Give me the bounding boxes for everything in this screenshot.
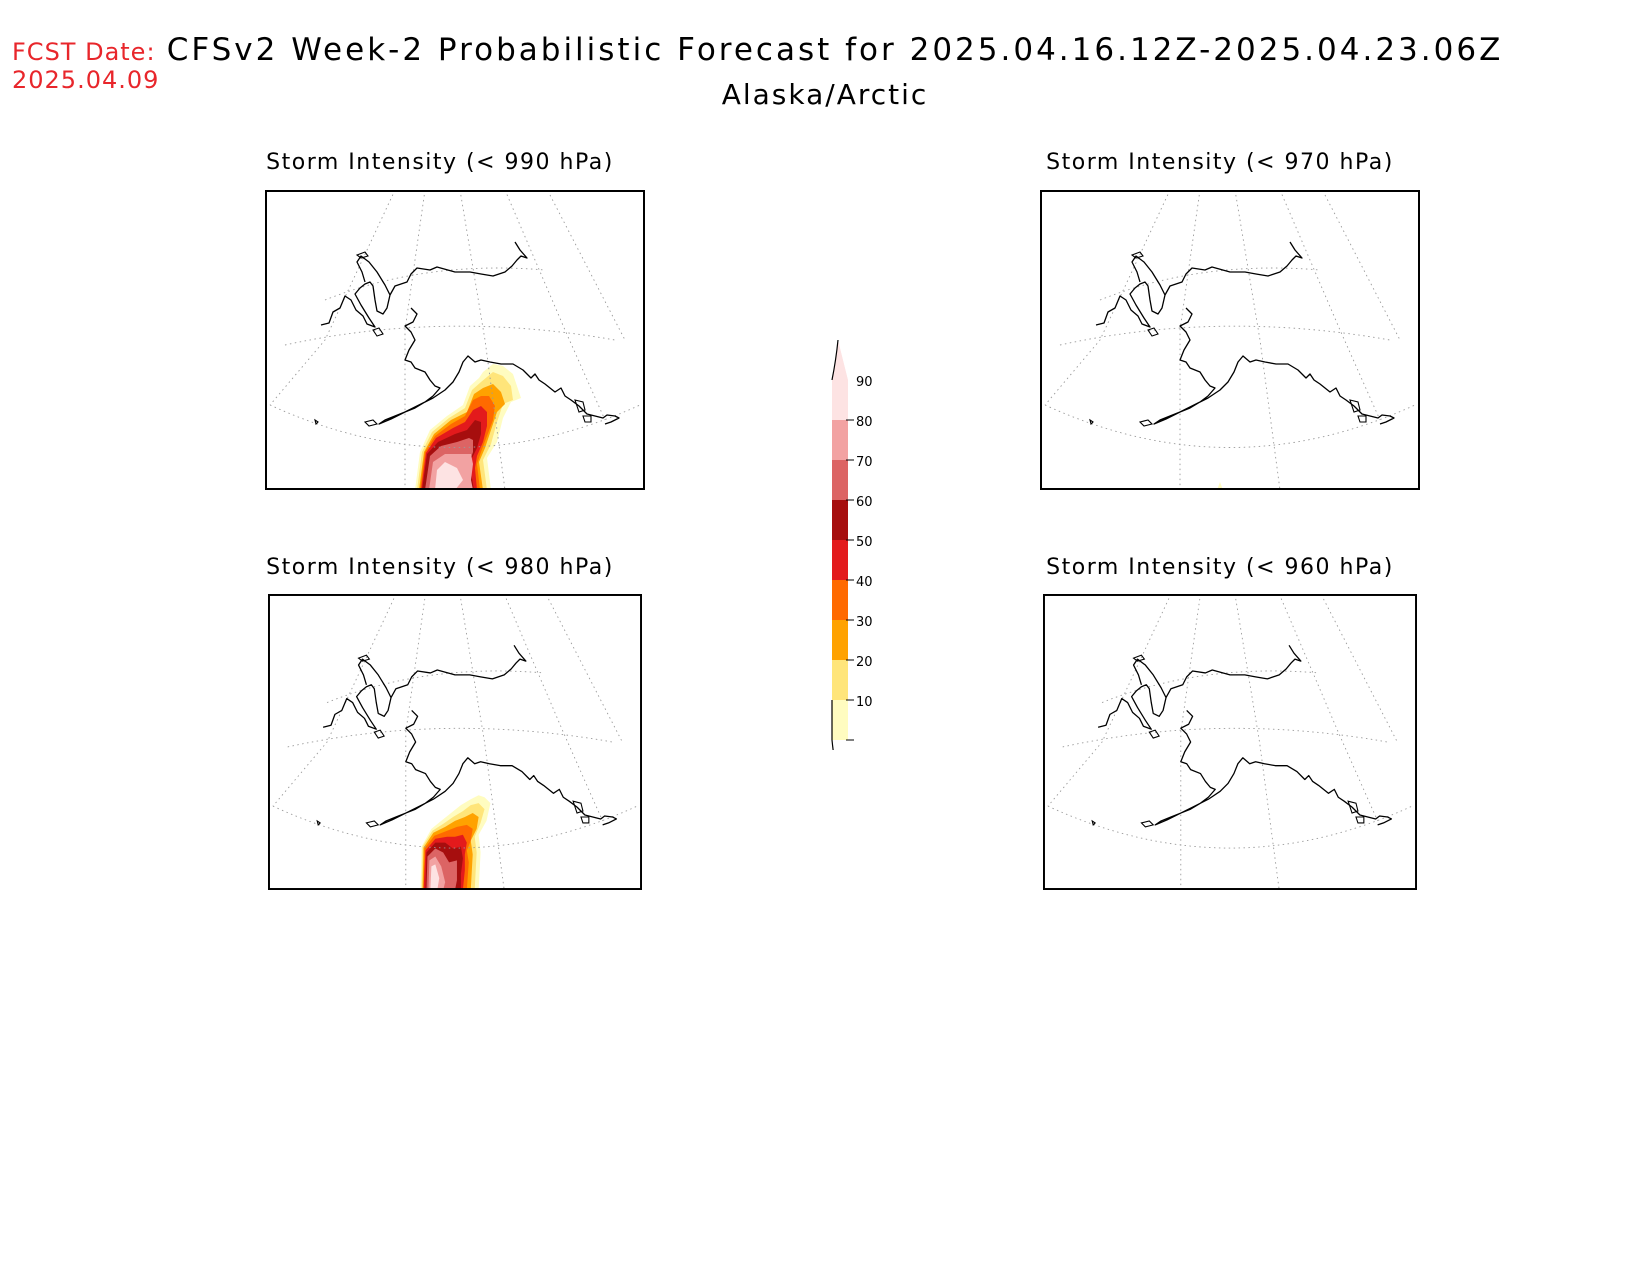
coastline: [322, 644, 618, 826]
island-outline: [363, 419, 379, 427]
island-outline: [1349, 399, 1361, 413]
map-panel-970: [1040, 190, 1420, 490]
island-outline: [1355, 816, 1365, 824]
coastline: [320, 241, 620, 425]
map-frame: [1040, 190, 1420, 490]
graticule-line: [1044, 404, 1416, 448]
island-outline: [314, 418, 319, 426]
colorbar-tick-label: 30: [856, 615, 873, 630]
colorbar-top-cap: [832, 340, 848, 380]
graticule-line: [459, 190, 506, 490]
colorbar-swatch: [832, 500, 848, 540]
graticule-line: [1180, 594, 1201, 890]
colorbar-legend: 90 80 70 60 50 40 30 20 10: [831, 339, 873, 750]
panel-title-980: Storm Intensity (< 980 hPa): [266, 555, 614, 580]
graticule-line: [503, 594, 604, 822]
map-frame: [265, 190, 645, 490]
island-outline: [1130, 251, 1144, 259]
graticule-line: [548, 598, 623, 743]
panel-title-970: Storm Intensity (< 970 hPa): [1046, 150, 1394, 175]
map-frame: [1043, 594, 1417, 890]
island-outline: [316, 819, 322, 826]
island-outline: [1148, 729, 1160, 739]
forecast-date-label: FCST Date:: [12, 38, 156, 66]
colorbar-swatch: [832, 700, 848, 740]
graticule-line: [1278, 594, 1379, 822]
graticule-line: [1047, 594, 1172, 807]
island-outline: [1091, 819, 1097, 826]
panel-title-990: Storm Intensity (< 990 hPa): [266, 150, 614, 175]
island-outline: [1357, 415, 1367, 423]
graticule-line: [1279, 190, 1381, 421]
graticule-line: [1101, 670, 1319, 703]
graticule-line: [269, 190, 396, 406]
island-outline: [373, 729, 385, 739]
coastline: [1097, 644, 1393, 826]
colorbar-swatch: [832, 620, 848, 660]
region-subtitle: Alaska/Arctic: [721, 78, 929, 111]
page-title: CFSv2 Week-2 Probabilistic Forecast for …: [166, 32, 1504, 68]
graticule-line: [504, 190, 606, 421]
colorbar-tick-label: 80: [856, 415, 873, 430]
colorbar-tick-label: 50: [856, 535, 873, 550]
map-frame: [268, 594, 642, 890]
forecast-date-block: FCST Date: 2025.04.09: [12, 38, 159, 94]
map-panel-990: [265, 190, 645, 490]
graticule-line: [1234, 190, 1281, 490]
colorbar-swatch: [832, 420, 848, 460]
island-outline: [372, 327, 384, 337]
coastline: [1095, 241, 1395, 425]
graticule-line: [549, 194, 626, 341]
island-outline: [355, 251, 369, 259]
graticule-line: [326, 670, 544, 703]
graticule-line: [1044, 190, 1171, 406]
graticule-line: [405, 594, 426, 890]
map-panel-980: [268, 594, 642, 890]
island-outline: [582, 415, 592, 423]
island-outline: [572, 800, 584, 814]
island-outline: [1140, 820, 1155, 828]
colorbar-swatch: [832, 540, 848, 580]
graticule-line: [1234, 594, 1280, 890]
island-outline: [1347, 800, 1359, 814]
colorbar-tick-label: 20: [856, 655, 873, 670]
graticule-line: [1047, 805, 1413, 849]
graticule-line: [404, 190, 426, 490]
island-outline: [574, 399, 586, 413]
colorbar-tick-label: 70: [856, 455, 873, 470]
colorbar-swatch: [832, 660, 848, 700]
panel-title-960: Storm Intensity (< 960 hPa): [1046, 555, 1394, 580]
probability-contour-8: [435, 462, 463, 490]
colorbar-swatch: [832, 460, 848, 500]
probability-contour-8: [430, 864, 440, 890]
graticule-line: [1323, 598, 1398, 743]
colorbar-tick-label: 60: [856, 495, 873, 510]
island-outline: [1089, 418, 1094, 426]
colorbar-tick-label: 40: [856, 575, 873, 590]
forecast-date-value: 2025.04.09: [12, 66, 160, 94]
colorbar-tick-label: 10: [856, 695, 873, 710]
island-outline: [1138, 419, 1154, 427]
colorbar-swatch: [832, 580, 848, 620]
colorbar-bottom-edge: [831, 700, 834, 750]
map-panel-960: [1043, 594, 1417, 890]
island-outline: [365, 820, 380, 828]
colorbar-swatch: [832, 380, 848, 420]
graticule-line: [1179, 190, 1201, 490]
island-outline: [1132, 654, 1146, 662]
graticule-line: [272, 594, 397, 807]
graticule-line: [269, 404, 641, 448]
island-outline: [1147, 327, 1159, 337]
graticule-line: [1324, 194, 1401, 341]
graticule-line: [272, 805, 638, 849]
island-outline: [580, 816, 590, 824]
island-outline: [357, 654, 371, 662]
graticule-line: [459, 594, 505, 890]
colorbar-top-edge: [831, 339, 839, 381]
colorbar-tick-label: 90: [856, 375, 873, 390]
